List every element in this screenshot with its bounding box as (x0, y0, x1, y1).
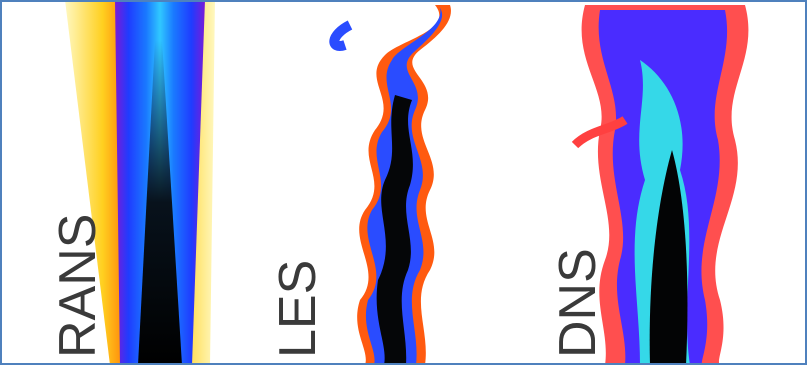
jet-comparison-image: RANS LES DNS (0, 0, 807, 365)
panel-label: RANS (49, 214, 107, 358)
panel-label: LES (269, 260, 327, 358)
image-frame: RANS LES DNS (0, 0, 807, 365)
panel-label: DNS (549, 248, 607, 358)
